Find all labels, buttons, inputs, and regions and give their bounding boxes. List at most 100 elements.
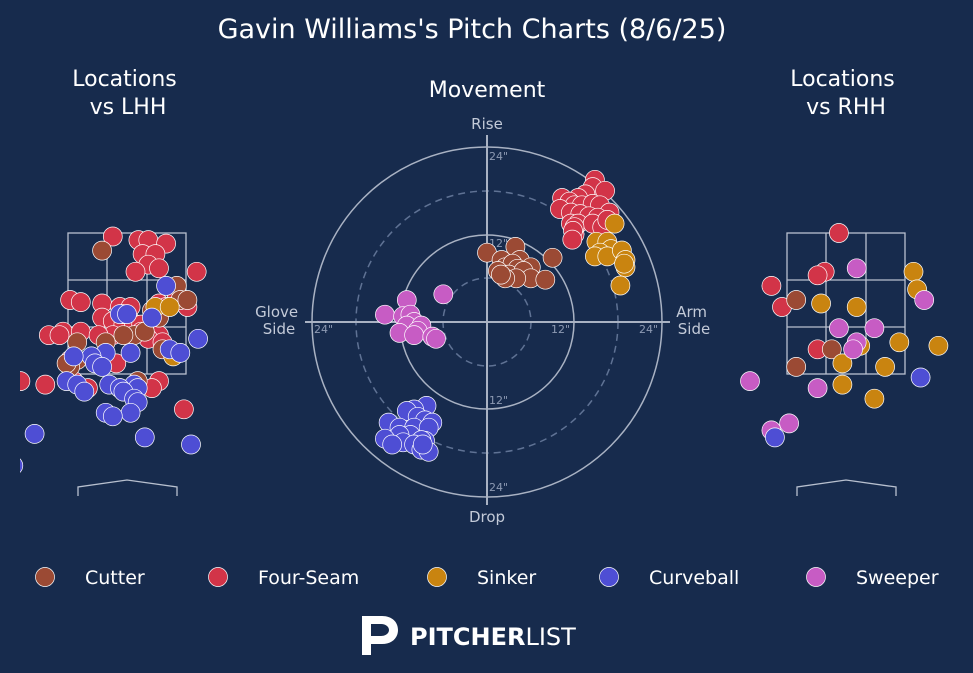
arm-line-1: Arm	[676, 303, 707, 321]
rhh-panel-title: Locations vs RHH	[790, 67, 902, 120]
movement-rings	[305, 135, 670, 505]
lhh-curveball-point	[102, 406, 123, 427]
rhh-sinker-point	[832, 374, 853, 395]
ring-label-right-24: 24"	[639, 323, 658, 336]
movement-sweeper-point	[426, 328, 446, 349]
rhh-sinker-point	[846, 297, 867, 317]
lhh-curveball-point	[156, 276, 176, 296]
lhh-four-seam-point	[149, 258, 169, 279]
rhh-sweeper-point	[740, 371, 760, 391]
logo-wordmark: PITCHERLIST	[410, 623, 576, 651]
figure-title: Gavin Williams's Pitch Charts (8/6/25)	[218, 14, 727, 45]
lhh-four-seam-point	[174, 399, 194, 420]
lhh-four-seam-point	[102, 226, 123, 247]
lhh-title-line-1: Locations	[72, 67, 177, 92]
movement-cutter-point	[491, 264, 511, 285]
legend-label-curveball: Curveball	[649, 567, 739, 589]
rhh-sweeper-point	[914, 290, 935, 310]
rhh-sinker-point	[928, 335, 949, 356]
movement-cutter-point	[542, 247, 563, 268]
legend-marker-curveball	[599, 567, 619, 587]
rhh-sinker-point	[903, 261, 924, 282]
lhh-cutter-point	[177, 290, 198, 310]
rhh-sweeper-point	[846, 258, 867, 279]
lhh-cutter-point	[113, 325, 134, 346]
rhh-sweeper-point	[779, 413, 799, 434]
legend-label-cutter: Cutter	[85, 567, 145, 589]
ring-label-left-24: 24"	[314, 323, 333, 336]
lhh-home-plate	[77, 479, 178, 496]
movement-panel-title: Movement	[429, 78, 546, 103]
lhh-curveball-point	[117, 304, 137, 324]
ring-label-top-24: 24"	[489, 150, 508, 163]
logo-brand-light: LIST	[525, 623, 576, 651]
rhh-title-line-1: Locations	[790, 67, 895, 92]
rhh-cutter-point	[786, 357, 807, 377]
lhh-four-seam-point	[49, 325, 70, 346]
lhh-four-seam-point	[125, 261, 146, 282]
movement-sinker-point	[604, 213, 625, 234]
rhh-sinker-point	[889, 332, 910, 353]
rhh-sweeper-point	[864, 318, 885, 339]
legend-label-sweeper: Sweeper	[856, 567, 939, 589]
movement-pitch-points	[375, 169, 636, 462]
movement-sinker-point	[610, 275, 631, 296]
rhh-title-line-2: vs RHH	[806, 95, 886, 120]
movement-curveball-point	[412, 434, 433, 455]
rhh-curveball-point	[910, 367, 931, 388]
lhh-four-seam-point	[70, 292, 91, 312]
lhh-curveball-point	[181, 434, 201, 455]
movement-sweeper-point	[404, 325, 424, 345]
legend-marker-four-seam	[208, 567, 228, 587]
lhh-four-seam-point	[20, 371, 31, 391]
rhh-plot-area	[716, 223, 949, 448]
legend-label-sinker: Sinker	[477, 567, 536, 589]
lhh-plot-area	[20, 226, 208, 473]
movement-sinker-point	[614, 253, 634, 274]
lhh-curveball-point	[63, 346, 84, 367]
glove-line-1: Glove	[255, 303, 298, 321]
axis-label-rise: Rise	[471, 115, 503, 133]
lhh-curveball-point	[134, 427, 155, 448]
rhh-sinker-point	[832, 353, 853, 374]
legend-marker-sinker	[427, 567, 447, 587]
lhh-location-panel: Locations vs LHH	[20, 67, 208, 496]
lhh-sinker-point	[159, 297, 180, 317]
axis-label-glove-side: Glove Side	[255, 303, 303, 338]
pitcherlist-mark-icon	[362, 616, 398, 655]
lhh-curveball-point	[120, 343, 141, 363]
lhh-curveball-point	[170, 343, 191, 363]
lhh-curveball-point	[20, 458, 24, 473]
ring-label-right-12: 12"	[551, 323, 570, 336]
glove-line-2: Side	[263, 320, 295, 338]
rhh-sinker-point	[875, 357, 895, 377]
lhh-curveball-point	[92, 357, 112, 377]
lhh-pitch-points	[20, 226, 208, 473]
movement-sweeper-point	[433, 284, 454, 305]
legend-label-four-seam: Four-Seam	[258, 567, 359, 589]
lhh-four-seam-point	[35, 374, 56, 395]
lhh-curveball-point	[24, 424, 45, 444]
rhh-curveball-point	[765, 427, 785, 448]
logo-brand-bold: PITCHER	[410, 623, 525, 651]
lhh-curveball-point	[120, 402, 141, 423]
ring-label-bottom-24: 24"	[489, 481, 508, 494]
rhh-four-seam-point	[829, 223, 849, 243]
lhh-cutter-point	[92, 240, 112, 261]
rhh-home-plate	[796, 479, 897, 496]
lhh-title-line-2: vs LHH	[90, 95, 167, 120]
lhh-panel-title: Locations vs LHH	[72, 67, 184, 120]
movement-curveball-point	[382, 434, 403, 455]
legend-marker-cutter	[35, 567, 55, 587]
arm-line-2: Side	[678, 320, 710, 338]
lhh-curveball-point	[142, 307, 162, 328]
axis-label-drop: Drop	[469, 508, 505, 526]
movement-panel: Movement 24" 12" 12" 24" 12" 24" 24" Ris…	[255, 78, 710, 526]
lhh-curveball-point	[188, 328, 208, 349]
rhh-sweeper-point	[829, 318, 849, 339]
pitch-legend: Cutter Four-Seam Sinker Curveball Sweeper	[35, 567, 939, 589]
rhh-location-panel: Locations vs RHH	[716, 67, 949, 496]
rhh-cutter-point	[716, 357, 735, 376]
lhh-four-seam-point	[186, 261, 207, 282]
